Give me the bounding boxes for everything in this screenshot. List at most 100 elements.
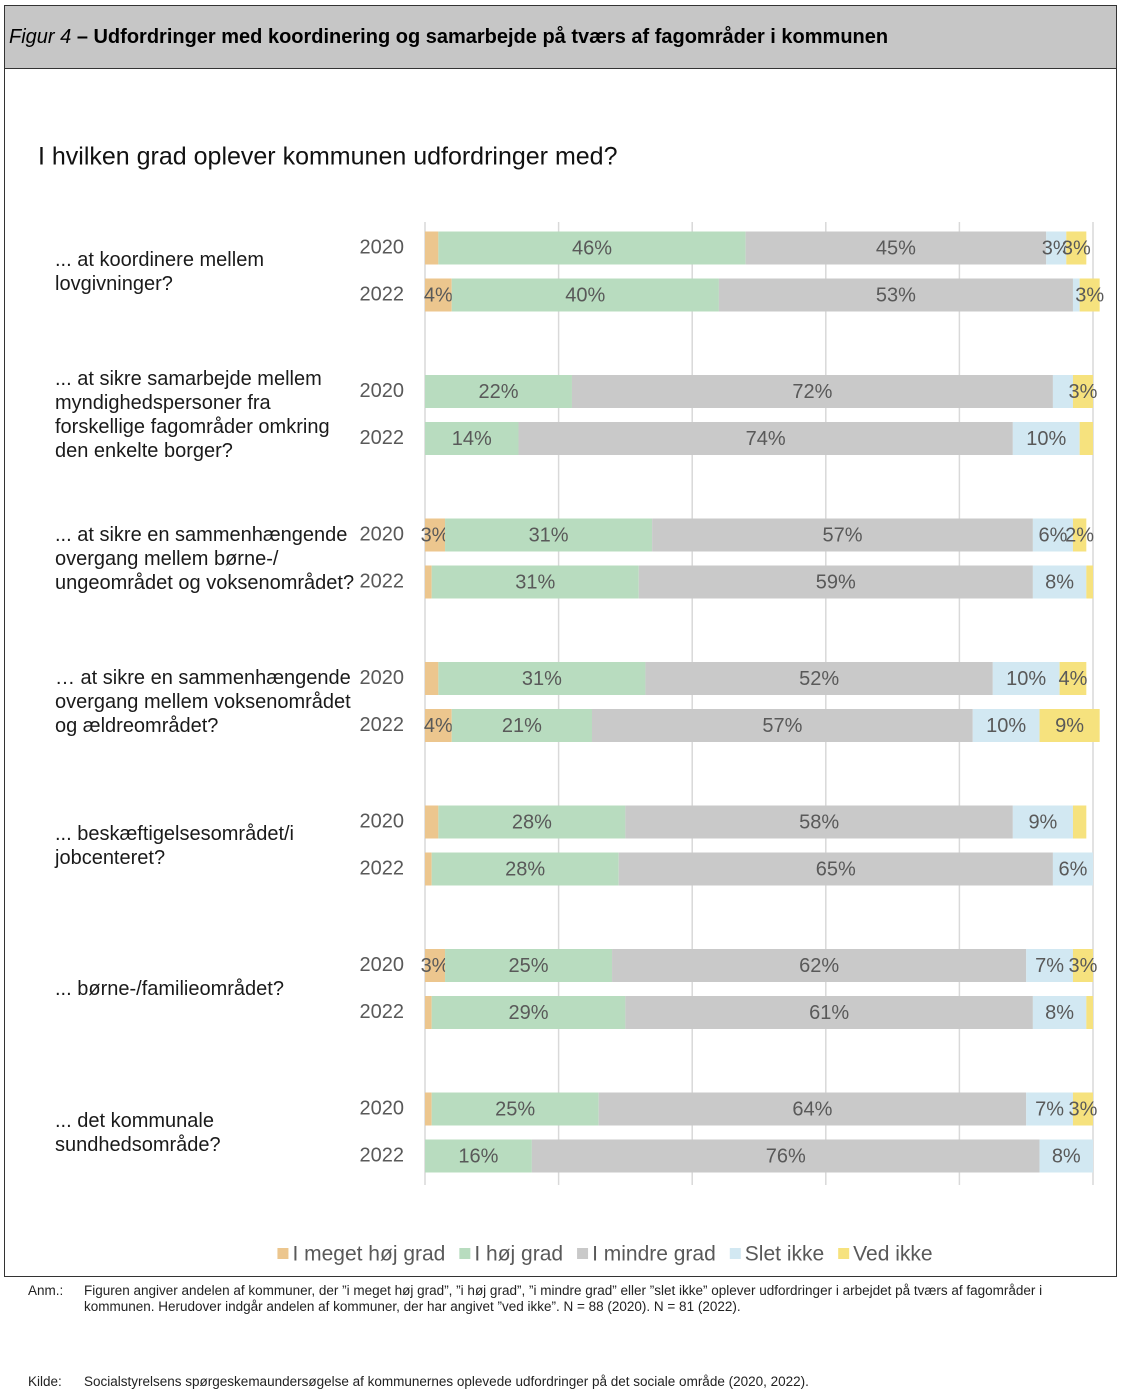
bar-segment xyxy=(571,375,1053,408)
group-label: ... at sikre en sammenhængende overgang … xyxy=(55,523,355,594)
group-label: ... det kommunale sundhedsområde? xyxy=(55,1109,221,1156)
legend-swatch xyxy=(729,1248,741,1259)
data-label: 3% xyxy=(421,955,450,977)
data-label: 53% xyxy=(876,284,916,306)
y-tick-label: 2020 xyxy=(360,380,405,402)
data-label: 6% xyxy=(1038,524,1067,546)
bar-segment xyxy=(592,709,973,742)
bar-segment xyxy=(425,662,439,695)
bar-segment xyxy=(431,565,639,599)
legend-label: I meget høj grad xyxy=(292,1243,445,1266)
bar-segment xyxy=(425,375,572,408)
legend: I meget høj grad I høj grad I mindre grad S… xyxy=(277,1243,933,1266)
data-label: 65% xyxy=(816,858,856,880)
bar-segment xyxy=(1059,662,1087,695)
bar-segment xyxy=(1026,1092,1073,1126)
legend-swatch xyxy=(459,1248,471,1259)
data-label: 3% xyxy=(1069,955,1098,977)
data-label: 40% xyxy=(565,284,605,306)
bar-segment xyxy=(438,231,746,265)
bar-segment xyxy=(1072,518,1087,552)
bar-segment xyxy=(972,709,1040,742)
group-label: ... at sikre samarbejde mellem myndighed… xyxy=(55,368,330,462)
bar-segment xyxy=(1066,231,1087,265)
data-label: 62% xyxy=(799,955,839,977)
data-label: 3% xyxy=(421,524,450,546)
bar-segment xyxy=(625,805,1013,839)
note-text: Figuren angiver andelen af kommuner, der… xyxy=(84,1283,1043,1314)
data-label: 4% xyxy=(424,715,453,737)
y-tick-label: 2020 xyxy=(360,523,405,545)
data-label: 72% xyxy=(792,381,832,403)
bar-segment xyxy=(425,709,452,742)
bar-segment xyxy=(425,1092,432,1126)
bar-segment xyxy=(425,949,446,982)
note-label: Anm.: xyxy=(28,1283,64,1298)
data-label: 57% xyxy=(822,524,862,546)
bar-segment xyxy=(1032,996,1087,1029)
bar-segment xyxy=(425,231,439,265)
bar-segment xyxy=(1032,518,1073,552)
figure-title: – Udfordringer med koordinering og samar… xyxy=(76,26,889,48)
data-label: 8% xyxy=(1052,1145,1081,1167)
data-label: 57% xyxy=(762,715,802,737)
bar-segment xyxy=(1032,565,1087,599)
bar-segment xyxy=(451,709,592,742)
bar-segment xyxy=(531,1139,1040,1173)
bar-segment xyxy=(431,852,619,886)
data-label: 16% xyxy=(458,1145,498,1167)
bar-segment xyxy=(625,996,1033,1029)
bar-segment xyxy=(1052,375,1073,408)
data-label: 2% xyxy=(1065,524,1094,546)
data-label: 7% xyxy=(1035,955,1064,977)
data-label: 25% xyxy=(495,1098,535,1120)
group-label: ... beskæftigelsesområdet/i jobcenteret? xyxy=(55,822,294,869)
bar-segment xyxy=(425,422,519,455)
group-label: ... børne-/familieområdet? xyxy=(55,978,284,1000)
y-tick-label: 2020 xyxy=(360,667,405,689)
bar-segment xyxy=(1079,278,1100,312)
bar-segment xyxy=(1072,278,1080,312)
bar-segment xyxy=(1079,422,1093,455)
bar-segment xyxy=(438,662,646,695)
bar-segment xyxy=(518,422,1013,455)
data-label: 10% xyxy=(986,715,1026,737)
legend-swatch xyxy=(577,1248,589,1259)
bar-segment xyxy=(438,805,626,839)
figure-header: Figur 4 – Udfordringer med koordinering … xyxy=(5,6,1116,69)
bar-segment xyxy=(638,565,1033,599)
legend-label: Slet ikke xyxy=(745,1243,824,1266)
bar-segment xyxy=(425,518,446,552)
bar-segment xyxy=(1026,949,1073,982)
y-tick-label: 2022 xyxy=(360,1001,405,1023)
data-label: 4% xyxy=(424,284,453,306)
bar-segment xyxy=(718,278,1073,312)
data-label: 3% xyxy=(1062,237,1091,259)
bar-segment xyxy=(618,852,1053,886)
bar-segment xyxy=(451,278,719,312)
legend-label: Ved ikke xyxy=(853,1243,932,1266)
y-tick-label: 2022 xyxy=(360,427,405,449)
bar-segment xyxy=(431,996,626,1029)
data-label: 74% xyxy=(746,428,786,450)
bar-segment xyxy=(1046,231,1067,265)
data-label: 76% xyxy=(766,1145,806,1167)
bar-segment xyxy=(1039,1139,1093,1173)
data-label: 3% xyxy=(1069,381,1098,403)
bar-segment xyxy=(1052,852,1093,886)
data-label: 31% xyxy=(515,571,555,593)
data-label: 45% xyxy=(876,237,916,259)
y-tick-label: 2020 xyxy=(360,954,405,976)
data-label: 46% xyxy=(572,237,612,259)
data-label: 31% xyxy=(529,524,569,546)
bar-segment xyxy=(425,852,432,886)
figure-frame: Figur 4 – Udfordringer med koordinering … xyxy=(4,5,1117,1277)
bar-segment xyxy=(992,662,1060,695)
data-label: 31% xyxy=(522,668,562,690)
bar-segment xyxy=(1086,565,1093,599)
group-label: ... at koordinere mellem lovgivninger? xyxy=(55,248,264,295)
bar-segment xyxy=(1072,805,1087,839)
legend-label: I høj grad xyxy=(474,1243,563,1266)
bar-segment xyxy=(445,518,653,552)
